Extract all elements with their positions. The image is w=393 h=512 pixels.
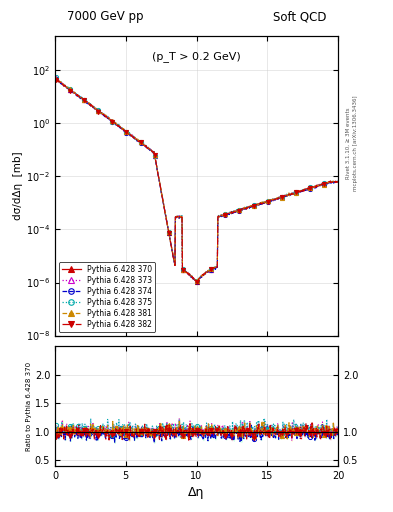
- Text: 7000 GeV pp: 7000 GeV pp: [67, 10, 143, 23]
- Text: Rivet 3.1.10, ≥ 3M events: Rivet 3.1.10, ≥ 3M events: [345, 108, 350, 179]
- Y-axis label: dσ/dΔη  [mb]: dσ/dΔη [mb]: [13, 152, 23, 220]
- Legend: Pythia 6.428 370, Pythia 6.428 373, Pythia 6.428 374, Pythia 6.428 375, Pythia 6: Pythia 6.428 370, Pythia 6.428 373, Pyth…: [59, 262, 155, 332]
- Y-axis label: Ratio to Pythia 6.428 370: Ratio to Pythia 6.428 370: [26, 361, 32, 451]
- Text: (p_T > 0.2 GeV): (p_T > 0.2 GeV): [152, 51, 241, 62]
- Text: mcplots.cern.ch [arXiv:1306.3436]: mcplots.cern.ch [arXiv:1306.3436]: [353, 96, 358, 191]
- Text: Soft QCD: Soft QCD: [273, 10, 326, 23]
- X-axis label: Δη: Δη: [188, 486, 205, 499]
